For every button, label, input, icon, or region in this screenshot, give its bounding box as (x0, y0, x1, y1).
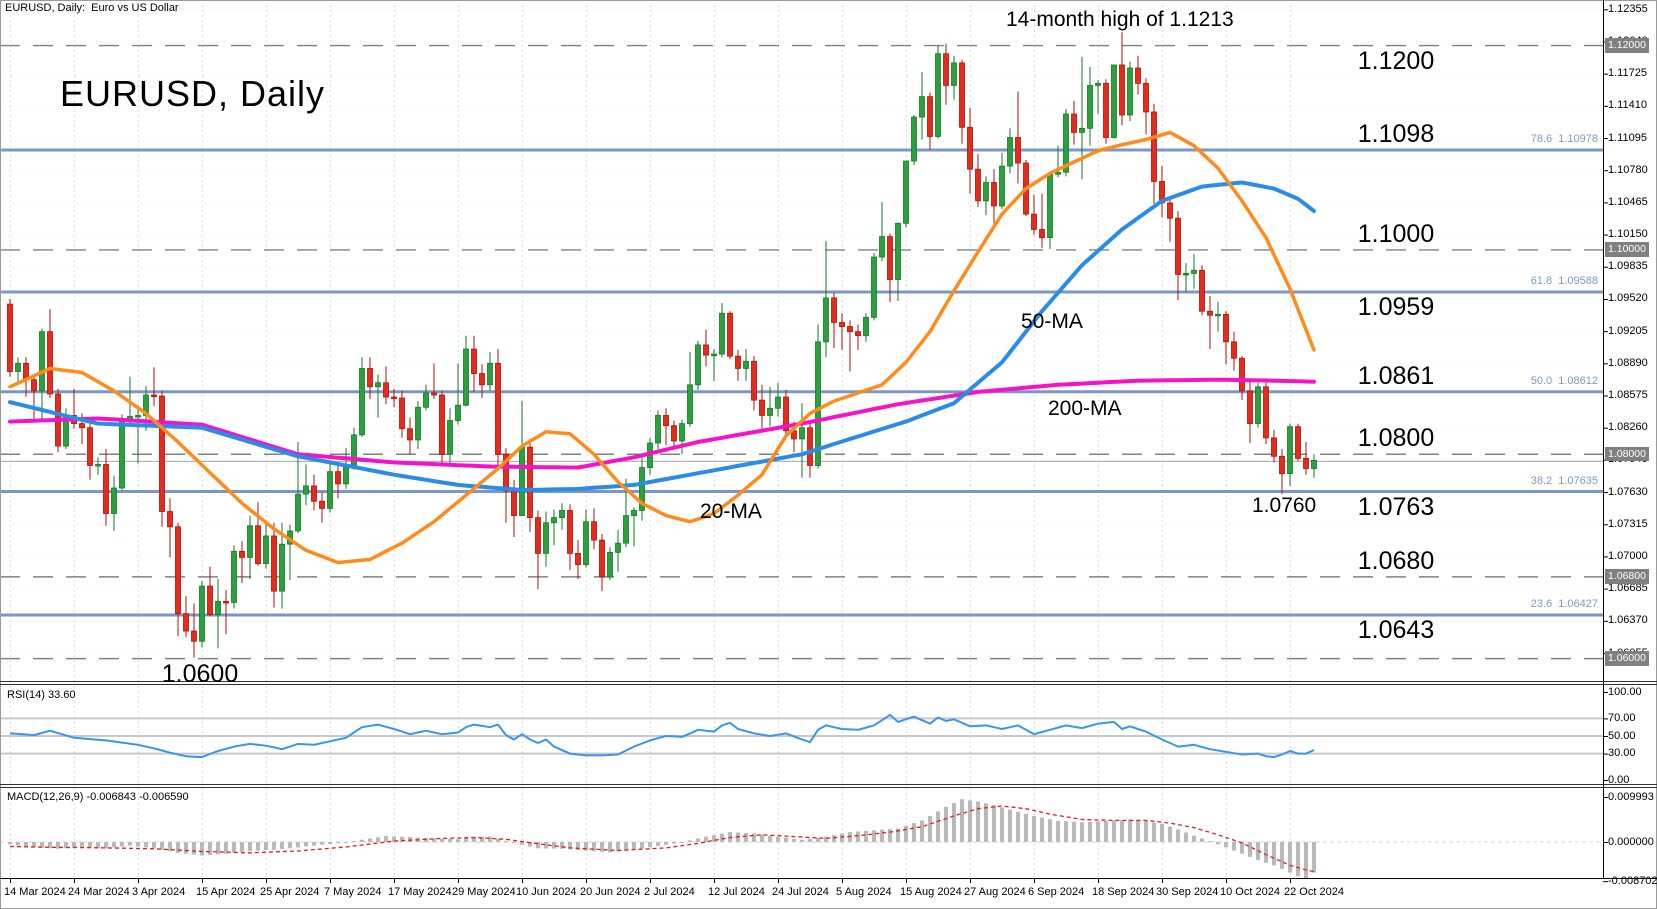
ma20-label: 20-MA (700, 500, 762, 523)
price-level-badge: 1.08000 (1605, 446, 1649, 462)
moving-averages (8, 130, 1316, 565)
fib-level-label: 78.6 1.10978 (1530, 132, 1598, 145)
price-tick: 1.08890 (1608, 356, 1648, 369)
high-annotation: 14-month high of 1.1213 (1006, 8, 1234, 31)
rsi-line (9, 713, 1315, 759)
date-label: 14 Mar 2024 (4, 886, 66, 898)
price-level-label: 1.0600 (161, 659, 239, 688)
price-level-badge: 1.06000 (1605, 651, 1649, 666)
swing-low-label: 1.0760 (1252, 494, 1317, 517)
rsi-tick: 100.00 (1608, 685, 1642, 698)
price-tick: 1.10150 (1608, 228, 1648, 241)
price-tick: 1.11410 (1608, 99, 1647, 112)
price-tick: 1.09520 (1608, 292, 1648, 305)
date-label: 24 Mar 2024 (68, 886, 130, 898)
macd-tick: 0.000000 (1608, 835, 1654, 848)
date-label: 29 May 2024 (452, 886, 516, 898)
price-level-label: 1.0680 (1357, 546, 1435, 575)
price-tick: 1.10780 (1608, 163, 1648, 176)
date-label: 22 Oct 2024 (1284, 886, 1344, 898)
date-label: 5 Aug 2024 (836, 886, 892, 898)
rsi-indicator-label: RSI(14) 33.60 (7, 689, 76, 701)
symbol-watermark: EURUSD, Daily (60, 73, 326, 114)
price-tick: 1.09205 (1608, 324, 1648, 337)
price-level-label: 1.0800 (1357, 424, 1435, 453)
price-level-badge: 1.10000 (1605, 242, 1649, 257)
ma50-line (8, 180, 1316, 492)
price-tick: 1.06370 (1608, 614, 1648, 627)
ma50-label: 50-MA (1021, 310, 1083, 333)
price-level-label: 1.1000 (1357, 219, 1435, 248)
date-label: 10 Jun 2024 (516, 886, 577, 898)
date-label: 6 Sep 2024 (1028, 886, 1085, 898)
date-label: 3 Apr 2024 (132, 886, 186, 898)
price-tick: 1.08260 (1608, 421, 1648, 434)
fib-level-label: 50.0 1.08612 (1530, 374, 1598, 387)
price-tick: 1.06685 (1608, 582, 1648, 595)
macd-tick: 0.009993 (1608, 790, 1654, 803)
gridlines (0, 5, 1603, 877)
ma200-label: 200-MA (1048, 397, 1122, 420)
date-label: 2 Jul 2024 (644, 886, 695, 898)
rsi-tick: 70.00 (1608, 711, 1636, 724)
macd-panel (0, 799, 1603, 878)
fib-level-label: 38.2 1.07635 (1530, 474, 1598, 487)
fib-level-label: 23.6 1.06427 (1530, 597, 1598, 610)
rsi-tick: 0.00 (1608, 773, 1630, 786)
price-level-label: 1.0959 (1357, 293, 1435, 321)
date-label: 12 Jul 2024 (708, 886, 765, 898)
date-label: 18 Sep 2024 (1092, 886, 1155, 898)
macd-tick: -0.008702 (1608, 874, 1657, 887)
price-level-badge: 1.12000 (1605, 38, 1649, 53)
price-tick: 1.07315 (1608, 517, 1648, 530)
rsi-tick: 30.00 (1608, 747, 1636, 760)
date-label: 15 Aug 2024 (900, 886, 962, 898)
price-level-label: 1.0763 (1357, 492, 1435, 521)
date-label: 10 Oct 2024 (1220, 886, 1280, 898)
fib-level-label: 61.8 1.09588 (1530, 275, 1598, 287)
date-label: 20 Jun 2024 (580, 886, 641, 898)
ma20-line (8, 130, 1316, 565)
price-tick: 1.07000 (1608, 549, 1648, 562)
price-tick: 1.12355 (1608, 2, 1648, 15)
price-tick: 1.10465 (1608, 195, 1648, 208)
date-label: 17 May 2024 (388, 886, 452, 898)
date-label: 27 Aug 2024 (964, 886, 1026, 898)
date-label: 15 Apr 2024 (196, 886, 256, 898)
price-level-badge: 1.06800 (1605, 569, 1649, 584)
macd-signal-line (9, 805, 1315, 873)
price-tick: 1.11725 (1608, 67, 1647, 80)
chart-title: EURUSD, Daily: Euro vs US Dollar (5, 2, 179, 14)
date-label: 7 May 2024 (324, 886, 382, 898)
price-level-label: 1.0643 (1357, 615, 1435, 644)
price-tick: 1.07630 (1608, 485, 1648, 498)
date-label: 30 Sep 2024 (1156, 886, 1219, 898)
macd-indicator-label: MACD(12,26,9) -0.006843 -0.006590 (7, 791, 189, 803)
price-level-label: 1.0861 (1357, 361, 1435, 390)
ma200-line (8, 377, 1316, 470)
price-tick: 1.09835 (1608, 260, 1648, 273)
date-label: 25 Apr 2024 (260, 886, 320, 898)
date-label: 24 Jul 2024 (772, 886, 829, 898)
rsi-panel (0, 713, 1603, 759)
candles (7, 32, 1317, 658)
price-level-label: 1.1200 (1357, 46, 1435, 75)
price-level-label: 1.1098 (1357, 119, 1435, 148)
price-tick: 1.11095 (1608, 131, 1647, 144)
rsi-tick: 50.00 (1608, 729, 1636, 742)
price-tick: 1.08575 (1608, 389, 1648, 401)
